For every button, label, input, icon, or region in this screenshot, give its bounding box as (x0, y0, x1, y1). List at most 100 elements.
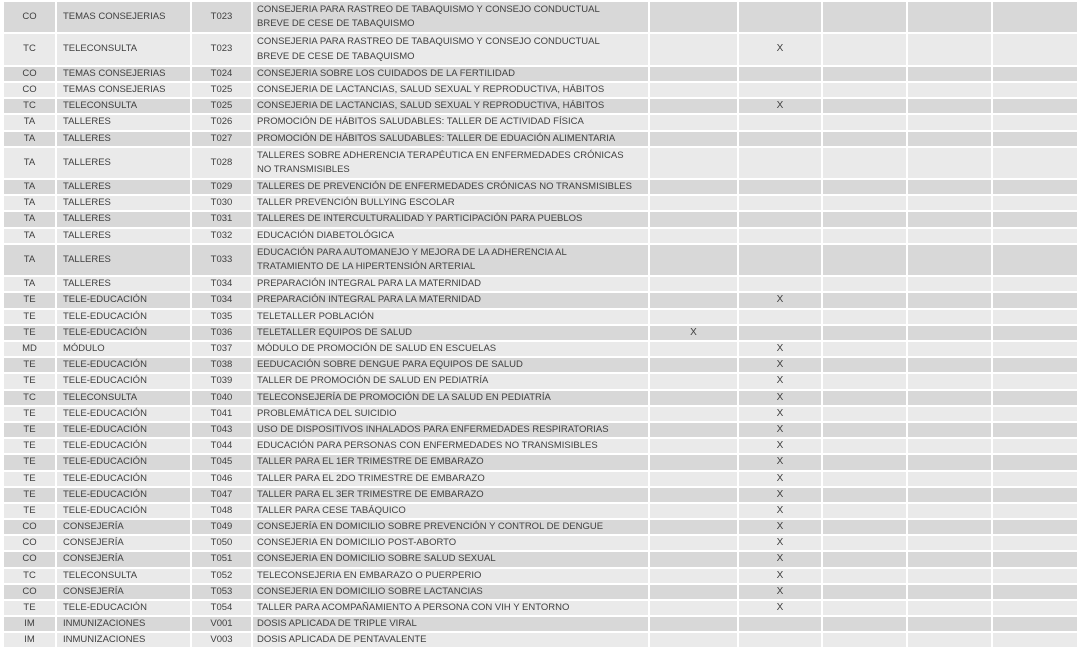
cell-description[interactable]: CONSEJERIA DE LACTANCIAS, SALUD SEXUAL Y… (253, 82, 648, 98)
cell-description[interactable]: CONSEJERIA EN DOMICILIO SOBRE LACTANCIAS (253, 584, 648, 599)
cell-code[interactable]: TE (4, 471, 55, 486)
cell-empty[interactable] (993, 406, 1077, 421)
cell-empty[interactable] (650, 617, 737, 632)
cell-empty[interactable] (650, 406, 737, 421)
cell-empty[interactable] (908, 212, 991, 227)
cell-empty[interactable] (650, 147, 737, 179)
cell-empty[interactable] (993, 487, 1077, 502)
cell-code[interactable]: TE (4, 503, 55, 519)
cell-tcode[interactable]: T027 (192, 131, 251, 146)
cell-empty[interactable] (650, 212, 737, 227)
cell-empty[interactable] (908, 2, 991, 33)
cell-empty[interactable] (650, 293, 737, 308)
cell-empty[interactable] (823, 568, 906, 583)
cell-tcode[interactable]: T054 (192, 601, 251, 616)
cell-category[interactable]: TELECONSULTA (57, 34, 190, 65)
cell-empty[interactable] (823, 180, 906, 195)
cell-empty[interactable] (993, 390, 1077, 405)
cell-empty[interactable] (650, 309, 737, 324)
cell-empty[interactable] (739, 309, 821, 324)
cell-empty[interactable] (993, 568, 1077, 583)
cell-empty[interactable] (650, 277, 737, 292)
cell-empty[interactable] (650, 2, 737, 33)
cell-empty[interactable] (908, 406, 991, 421)
cell-category[interactable]: TELE-EDUCACIÓN (57, 406, 190, 421)
cell-category[interactable]: TELE-EDUCACIÓN (57, 455, 190, 470)
cell-category[interactable]: TALLERES (57, 196, 190, 211)
cell-empty[interactable] (650, 439, 737, 454)
cell-empty[interactable] (993, 212, 1077, 227)
cell-description[interactable]: DOSIS APLICADA DE TRIPLE VIRAL (253, 617, 648, 632)
cell-empty[interactable] (993, 552, 1077, 567)
cell-empty[interactable] (993, 633, 1077, 647)
cell-category[interactable]: TELE-EDUCACIÓN (57, 374, 190, 389)
x-mark-cell[interactable]: X (739, 520, 821, 535)
cell-empty[interactable] (823, 536, 906, 551)
cell-empty[interactable] (823, 374, 906, 389)
cell-tcode[interactable]: T034 (192, 293, 251, 308)
x-mark-cell[interactable]: X (739, 568, 821, 583)
cell-empty[interactable] (650, 180, 737, 195)
cell-empty[interactable] (823, 601, 906, 616)
cell-code[interactable]: TA (4, 196, 55, 211)
cell-category[interactable]: TELECONSULTA (57, 568, 190, 583)
cell-category[interactable]: TALLERES (57, 228, 190, 243)
cell-empty[interactable] (993, 455, 1077, 470)
cell-category[interactable]: TELE-EDUCACIÓN (57, 471, 190, 486)
cell-empty[interactable] (908, 99, 991, 114)
cell-code[interactable]: TE (4, 455, 55, 470)
cell-empty[interactable] (650, 358, 737, 373)
cell-empty[interactable] (993, 66, 1077, 81)
cell-category[interactable]: MÓDULO (57, 342, 190, 357)
cell-empty[interactable] (908, 309, 991, 324)
cell-empty[interactable] (823, 293, 906, 308)
cell-empty[interactable] (650, 244, 737, 276)
x-mark-cell[interactable]: X (739, 293, 821, 308)
cell-empty[interactable] (908, 293, 991, 308)
cell-tcode[interactable]: T053 (192, 584, 251, 599)
cell-description[interactable]: PROBLEMÁTICA DEL SUICIDIO (253, 406, 648, 421)
cell-category[interactable]: TELE-EDUCACIÓN (57, 439, 190, 454)
cell-empty[interactable] (823, 633, 906, 647)
cell-empty[interactable] (823, 471, 906, 486)
cell-empty[interactable] (908, 584, 991, 599)
cell-empty[interactable] (650, 374, 737, 389)
cell-empty[interactable] (739, 82, 821, 98)
cell-code[interactable]: TA (4, 131, 55, 146)
cell-description[interactable]: PREPARACIÓN INTEGRAL PARA LA MATERNIDAD (253, 293, 648, 308)
cell-description[interactable]: TALLER PREVENCIÓN BULLYING ESCOLAR (253, 196, 648, 211)
cell-empty[interactable] (823, 455, 906, 470)
cell-empty[interactable] (823, 487, 906, 502)
cell-description[interactable]: CONSEJERIA EN DOMICILIO SOBRE SALUD SEXU… (253, 552, 648, 567)
cell-tcode[interactable]: T038 (192, 358, 251, 373)
cell-code[interactable]: TE (4, 309, 55, 324)
cell-empty[interactable] (908, 277, 991, 292)
cell-empty[interactable] (908, 82, 991, 98)
cell-description[interactable]: EEDUCACIÓN SOBRE DENGUE PARA EQUIPOS DE … (253, 358, 648, 373)
x-mark-cell[interactable]: X (739, 455, 821, 470)
cell-empty[interactable] (650, 196, 737, 211)
cell-description[interactable]: EDUCACIÓN DIABETOLÓGICA (253, 228, 648, 243)
cell-empty[interactable] (908, 503, 991, 519)
cell-empty[interactable] (823, 325, 906, 340)
cell-empty[interactable] (823, 617, 906, 632)
cell-code[interactable]: TC (4, 390, 55, 405)
cell-empty[interactable] (739, 325, 821, 340)
cell-tcode[interactable]: T044 (192, 439, 251, 454)
cell-empty[interactable] (993, 244, 1077, 276)
cell-category[interactable]: TELE-EDUCACIÓN (57, 487, 190, 502)
cell-code[interactable]: CO (4, 66, 55, 81)
cell-empty[interactable] (823, 2, 906, 33)
x-mark-cell[interactable]: X (739, 536, 821, 551)
cell-empty[interactable] (993, 293, 1077, 308)
x-mark-cell[interactable]: X (739, 439, 821, 454)
cell-empty[interactable] (908, 342, 991, 357)
x-mark-cell[interactable]: X (739, 374, 821, 389)
cell-empty[interactable] (993, 2, 1077, 33)
cell-empty[interactable] (908, 422, 991, 438)
cell-code[interactable]: TE (4, 422, 55, 438)
cell-description[interactable]: MÓDULO DE PROMOCIÓN DE SALUD EN ESCUELAS (253, 342, 648, 357)
x-mark-cell[interactable]: X (739, 358, 821, 373)
x-mark-cell[interactable]: X (739, 487, 821, 502)
cell-empty[interactable] (993, 180, 1077, 195)
